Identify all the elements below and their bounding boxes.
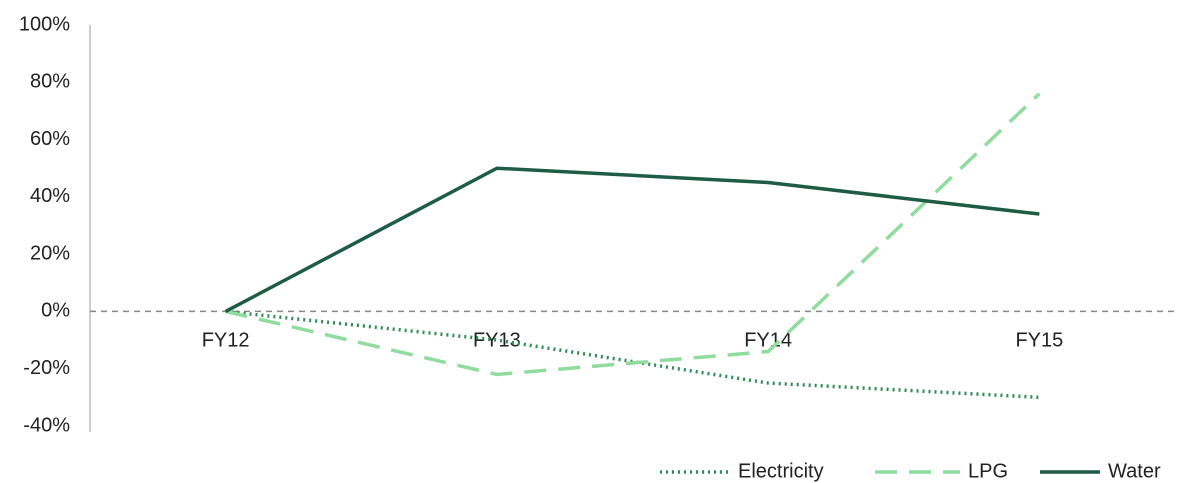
y-tick-label: 40%	[30, 185, 70, 207]
y-tick-label: -20%	[23, 357, 70, 379]
x-tick-label: FY13	[473, 330, 521, 352]
x-tick-label: FY15	[1015, 330, 1063, 352]
y-tick-label: 20%	[30, 242, 70, 264]
series-line	[224, 166, 1040, 313]
x-tick-label: FY12	[202, 330, 250, 352]
y-tick-label: 60%	[30, 128, 70, 150]
y-tick-label: 100%	[19, 13, 70, 35]
series-line	[225, 309, 1040, 400]
x-tick-label: FY14	[744, 330, 792, 352]
legend-label: Water	[1108, 460, 1161, 482]
legend-label: LPG	[968, 460, 1008, 482]
series-line	[225, 92, 1041, 377]
legend-label: Electricity	[738, 460, 824, 482]
y-tick-label: -40%	[23, 414, 70, 436]
y-tick-label: 0%	[41, 300, 70, 322]
y-tick-label: 80%	[30, 71, 70, 93]
